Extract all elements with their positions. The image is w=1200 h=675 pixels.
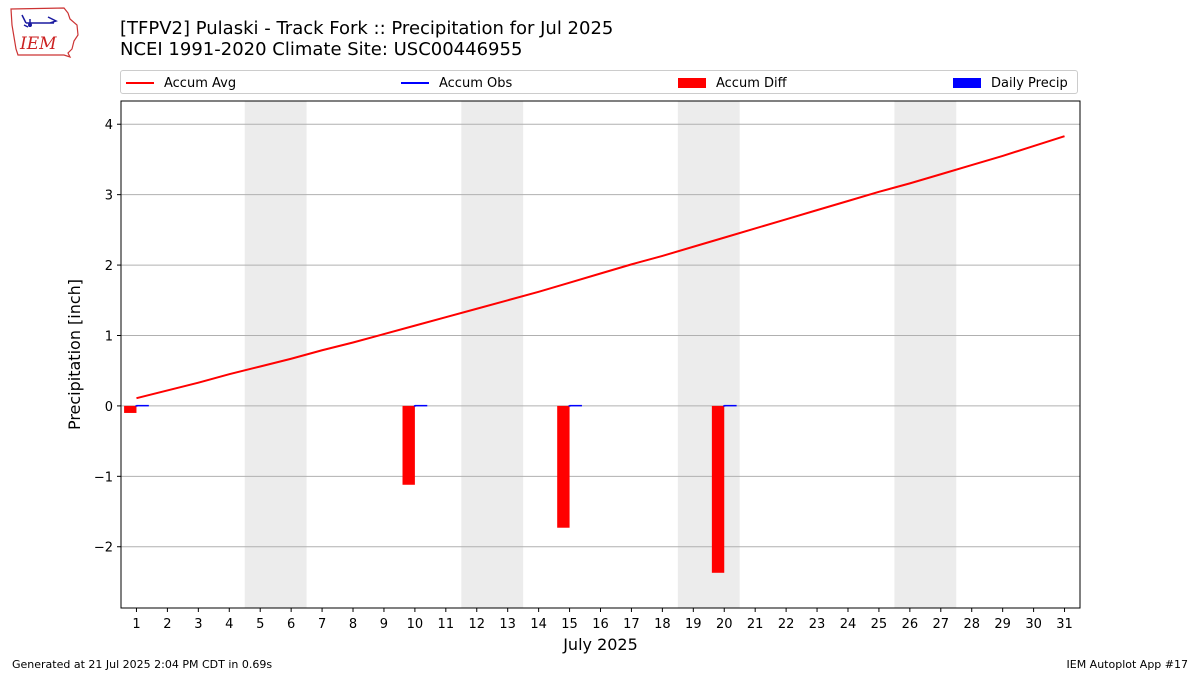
daily-precip-bar — [136, 404, 149, 407]
x-tick-label: 7 — [318, 617, 326, 632]
daily-precip-bar — [569, 404, 582, 407]
y-tick-label: −2 — [94, 541, 113, 556]
accum-diff-bar — [557, 405, 570, 528]
logo-text: IEM — [19, 34, 57, 54]
legend-label-accum-obs: Accum Obs — [439, 75, 513, 91]
chart-title: [TFPV2] Pulaski - Track Fork :: Precipit… — [120, 18, 613, 60]
legend-swatch-accum-obs — [401, 82, 429, 84]
y-tick-label: −1 — [94, 470, 113, 485]
x-tick-label: 26 — [902, 617, 919, 632]
plot-frame — [120, 100, 1081, 609]
title-line-2: NCEI 1991-2020 Climate Site: USC00446955 — [120, 39, 523, 60]
legend-swatch-accum-avg — [126, 82, 154, 84]
x-tick-label: 11 — [438, 617, 455, 632]
x-tick-label: 14 — [530, 617, 547, 632]
x-tick-label: 10 — [407, 617, 424, 632]
x-tick-label: 28 — [963, 617, 980, 632]
footer-generated: Generated at 21 Jul 2025 2:04 PM CDT in … — [12, 658, 273, 671]
x-tick-label: 3 — [194, 617, 202, 632]
x-tick-label: 29 — [994, 617, 1011, 632]
x-tick-label: 22 — [778, 617, 795, 632]
x-tick-label: 4 — [225, 617, 233, 632]
x-axis-label: July 2025 — [562, 635, 638, 654]
x-tick-label: 15 — [561, 617, 578, 632]
x-tick-label: 6 — [287, 617, 295, 632]
legend-item-daily-precip: Daily Precip — [953, 74, 1068, 92]
iowa-outline — [10, 7, 79, 59]
legend-item-accum-avg: Accum Avg — [126, 74, 236, 92]
x-tick-label: 25 — [871, 617, 888, 632]
x-tick-label: 1 — [132, 617, 140, 632]
x-tick-label: 16 — [592, 617, 609, 632]
weekend-band — [894, 101, 957, 608]
y-tick-label: 2 — [105, 259, 113, 274]
daily-precip-bar — [724, 404, 737, 407]
weekend-band — [461, 101, 524, 608]
legend-swatch-accum-diff — [678, 78, 706, 88]
legend-swatch-daily-precip — [953, 78, 981, 88]
footer-app: IEM Autoplot App #17 — [1066, 658, 1189, 671]
x-tick-label: 30 — [1025, 617, 1042, 632]
weather-vane-icon — [21, 14, 58, 28]
x-tick-label: 24 — [840, 617, 857, 632]
x-tick-label: 21 — [747, 617, 764, 632]
y-tick-label: 1 — [105, 329, 113, 344]
legend-label-accum-diff: Accum Diff — [716, 75, 787, 91]
accum-diff-bar — [711, 405, 725, 573]
x-tick-label: 9 — [380, 617, 388, 632]
legend-item-accum-obs: Accum Obs — [401, 74, 512, 92]
y-axis-label: Precipitation [inch] — [65, 279, 84, 430]
y-tick-label: 3 — [105, 189, 113, 204]
x-tick-label: 5 — [256, 617, 264, 632]
x-tick-label: 19 — [685, 617, 702, 632]
x-tick-label: 31 — [1056, 617, 1073, 632]
legend-label-daily-precip: Daily Precip — [991, 75, 1068, 91]
y-tick-label: 4 — [105, 118, 113, 133]
x-tick-label: 27 — [933, 617, 950, 632]
x-tick-label: 17 — [623, 617, 640, 632]
weekend-band — [244, 101, 307, 608]
title-line-1: [TFPV2] Pulaski - Track Fork :: Precipit… — [120, 18, 614, 39]
x-tick-label: 23 — [809, 617, 826, 632]
x-tick-label: 2 — [163, 617, 171, 632]
legend-label-accum-avg: Accum Avg — [164, 75, 237, 91]
x-tick-label: 13 — [499, 617, 516, 632]
daily-precip-bar — [414, 404, 428, 407]
y-tick-label: 0 — [105, 400, 113, 415]
weekend-band — [677, 101, 740, 608]
x-tick-label: 20 — [716, 617, 733, 632]
accum-diff-bar — [402, 405, 415, 485]
accum-diff-bar — [124, 405, 137, 413]
legend: Accum Avg Accum Obs Accum Diff Daily Pre… — [120, 70, 1078, 94]
accum-avg-line — [136, 135, 1065, 400]
x-tick-label: 12 — [468, 617, 485, 632]
legend-item-accum-diff: Accum Diff — [678, 74, 787, 92]
x-tick-label: 8 — [349, 617, 357, 632]
iem-logo: IEM — [10, 7, 79, 59]
x-tick-label: 18 — [654, 617, 671, 632]
